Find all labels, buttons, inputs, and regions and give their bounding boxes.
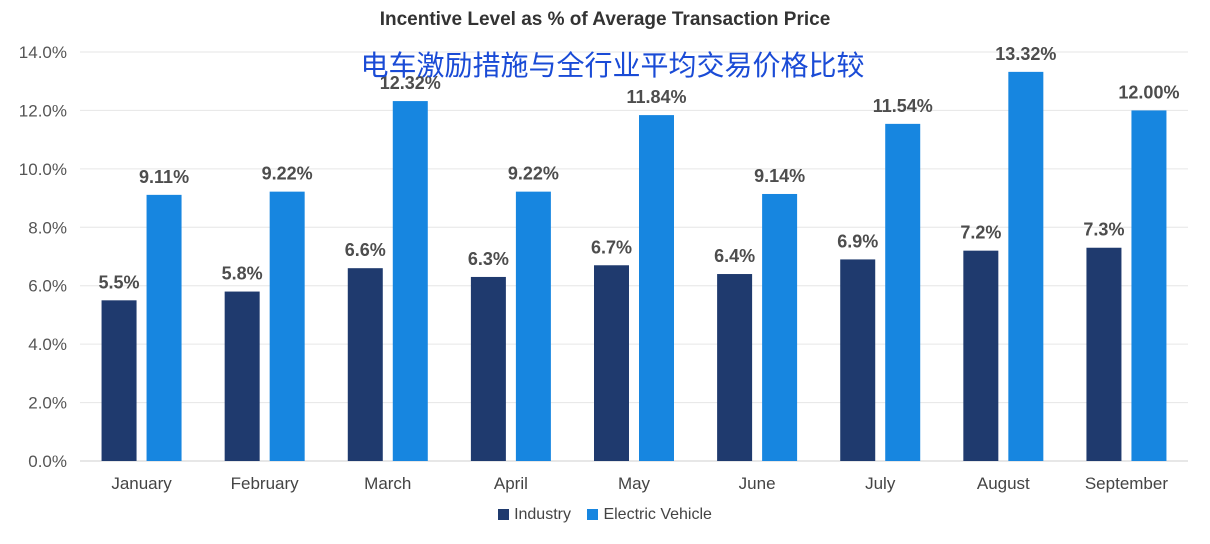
y-tick-label: 2.0%: [28, 394, 67, 413]
data-label-electric-vehicle: 9.11%: [139, 167, 189, 187]
bar-electric-vehicle: [146, 194, 182, 462]
x-tick-label: September: [1085, 474, 1168, 493]
x-tick-label: January: [111, 474, 172, 493]
x-tick-label: March: [364, 474, 411, 493]
bars: [101, 71, 1167, 462]
data-label-electric-vehicle: 11.84%: [626, 87, 686, 107]
data-label-industry: 6.4%: [714, 246, 755, 266]
y-tick-label: 4.0%: [28, 335, 67, 354]
data-label-electric-vehicle: 9.14%: [754, 166, 805, 186]
bar-electric-vehicle: [1131, 110, 1167, 461]
data-label-industry: 6.3%: [468, 249, 509, 269]
gridlines: [80, 51, 1188, 462]
bar-electric-vehicle: [639, 115, 674, 462]
bar-electric-vehicle: [1008, 71, 1044, 461]
bar-electric-vehicle: [885, 123, 921, 462]
data-label-industry: 7.2%: [960, 223, 1001, 243]
bar-industry: [101, 300, 137, 461]
bar-industry: [1086, 247, 1122, 461]
x-tick-label: June: [739, 474, 776, 493]
bar-industry: [717, 274, 753, 461]
data-label-industry: 5.5%: [99, 272, 140, 292]
y-tick-label: 14.0%: [19, 43, 67, 62]
bar-industry: [470, 276, 506, 461]
bar-industry: [224, 291, 260, 461]
legend-label-electric-vehicle: Electric Vehicle: [603, 506, 712, 523]
data-label-electric-vehicle: 9.22%: [508, 164, 559, 184]
x-tick-label: May: [618, 474, 651, 493]
data-label-industry: 7.3%: [1083, 220, 1124, 240]
data-label-electric-vehicle: 11.54%: [873, 96, 933, 116]
bar-electric-vehicle: [392, 101, 428, 461]
legend-item-electric-vehicle: Electric Vehicle: [587, 506, 712, 524]
bar-industry: [347, 268, 383, 461]
x-tick-label: August: [977, 474, 1030, 493]
y-tick-label: 6.0%: [28, 277, 67, 296]
data-label-industry: 6.6%: [345, 240, 386, 260]
x-tick-label: April: [494, 474, 528, 493]
bar-industry: [963, 250, 999, 461]
data-label-electric-vehicle: 9.22%: [262, 164, 313, 184]
legend-swatch-electric-vehicle: [587, 509, 599, 520]
data-label-industry: 6.7%: [591, 237, 632, 257]
data-labels: 5.5% 9.11% 5.8% 9.22% 6.6% 12.32% 6.3% 9.22% 6.7…: [99, 44, 1180, 292]
legend-item-industry: Industry: [498, 506, 571, 524]
data-label-electric-vehicle: 12.00%: [1118, 82, 1179, 102]
bar-electric-vehicle: [762, 193, 798, 461]
y-tick-label: 12.0%: [19, 101, 67, 120]
x-tick-label: July: [865, 474, 896, 493]
legend-label-industry: Industry: [514, 506, 571, 523]
bar-industry: [840, 259, 876, 461]
data-label-industry: 6.9%: [837, 231, 878, 251]
chart-subtitle: 电车激励措施与全行业平均交易价格比较: [360, 49, 865, 82]
data-label-industry: 5.8%: [222, 264, 263, 284]
legend-swatch-industry: [498, 509, 510, 520]
data-label-electric-vehicle: 13.32%: [995, 44, 1056, 64]
bar-electric-vehicle: [515, 191, 551, 461]
y-axis: 0.0% 2.0% 4.0% 6.0% 8.0% 10.0% 12.0% 14.0%: [19, 43, 67, 471]
y-tick-label: 0.0%: [28, 452, 67, 471]
x-tick-label: February: [231, 474, 300, 493]
legend: Industry Electric Vehicle: [0, 506, 1210, 524]
y-tick-label: 10.0%: [19, 160, 67, 179]
bar-electric-vehicle: [269, 191, 305, 461]
chart-title: Incentive Level as % of Average Transact…: [379, 9, 831, 30]
y-tick-label: 8.0%: [28, 218, 67, 237]
data-label-electric-vehicle: 12.32%: [380, 73, 441, 93]
bar-industry: [594, 265, 629, 461]
x-axis: January February March April May June July Augu…: [111, 474, 1168, 493]
